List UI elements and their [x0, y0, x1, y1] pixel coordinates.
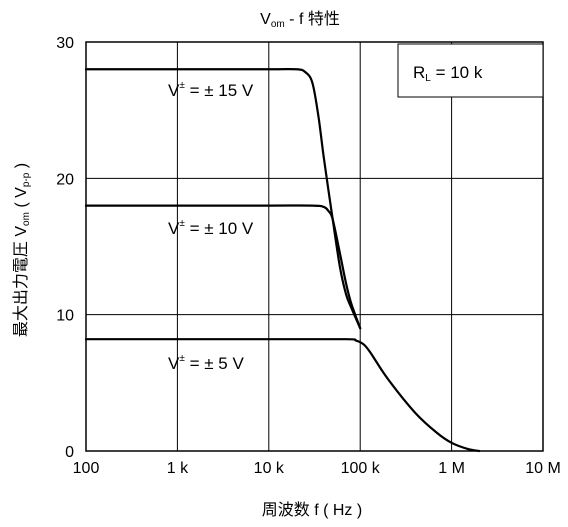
series-group	[84, 67, 481, 453]
y-tick-label: 10	[56, 308, 74, 325]
series-label-5v: V± = ± 5 V	[168, 353, 244, 373]
x-tick-label: 100 k	[341, 460, 381, 477]
series-5v-line	[84, 338, 481, 453]
series-10v-line	[84, 204, 362, 330]
x-tick-label: 1 M	[438, 460, 465, 477]
y-tick-label: 20	[56, 171, 74, 188]
x-tick-label: 100	[73, 460, 100, 477]
x-axis-label: 周波数 f ( Hz )	[262, 501, 362, 519]
grid	[85, 41, 544, 452]
plot-frame	[85, 41, 544, 452]
series-label-10v: V± = ± 10 V	[168, 218, 254, 238]
y-tick-label: 30	[56, 35, 74, 52]
legend-box	[397, 43, 544, 98]
y-tick-label: 0	[65, 444, 74, 461]
x-tick-label: 10 k	[254, 460, 285, 477]
x-tick-labels: 100 1 k 10 k 100 k 1 M 10 M	[73, 460, 561, 477]
x-tick-label: 10 M	[525, 460, 561, 477]
legend-box-label: RL = 10 k	[413, 63, 483, 84]
x-tick-label: 1 k	[167, 460, 189, 477]
chart-title: Vom - f 特性	[260, 10, 340, 30]
series-15v-line	[84, 67, 362, 330]
series-label-15v: V± = ± 15 V	[168, 80, 254, 100]
y-axis-label: 最大出力電圧 Vom ( Vp-p )	[12, 163, 32, 337]
y-tick-labels: 0 10 20 30	[56, 35, 74, 461]
